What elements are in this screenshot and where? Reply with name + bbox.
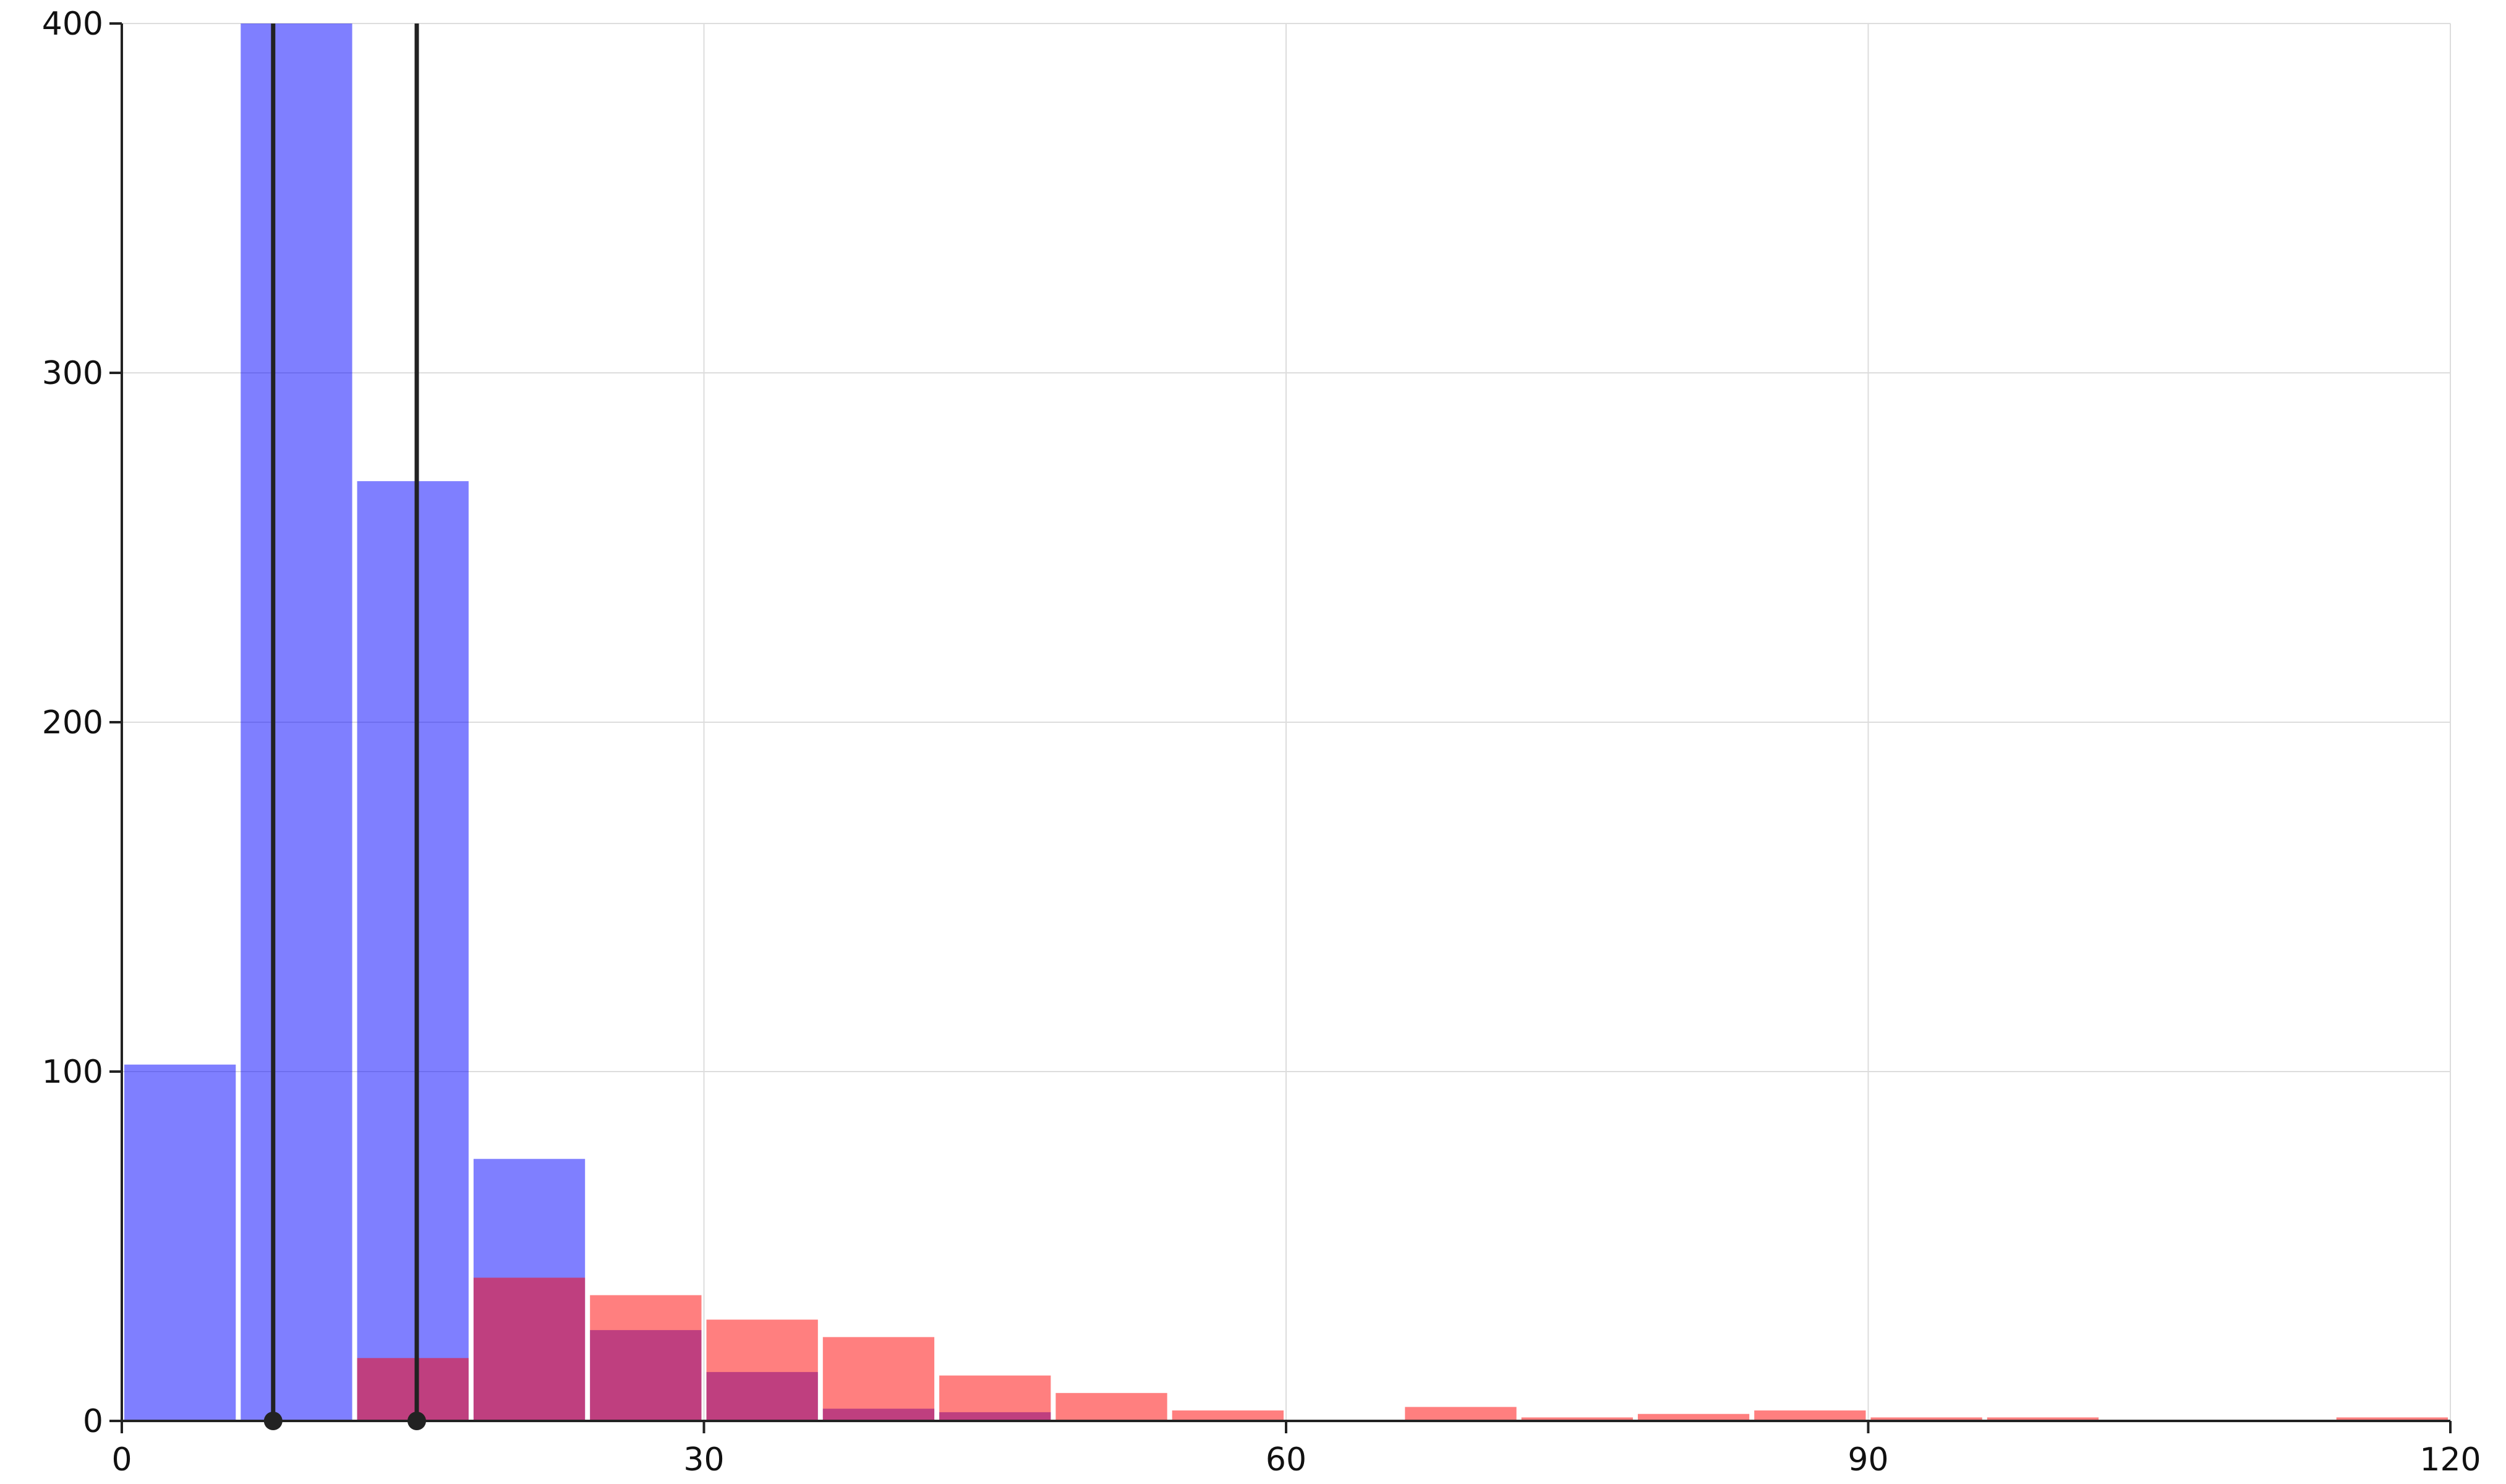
x-tick-label-1: 30 <box>683 1441 724 1478</box>
bar-series1-bin6 <box>1055 1392 1167 1421</box>
grid <box>121 23 2451 1422</box>
bar-series0-bin1 <box>241 23 352 1421</box>
y-tick-label-4: 400 <box>42 6 103 43</box>
bar-series1-bin11 <box>1754 1410 1866 1421</box>
y-tick-label-3: 300 <box>42 355 103 392</box>
bar-series1-bin3 <box>706 1320 818 1421</box>
bars <box>124 23 2448 1421</box>
bar-series0-bin2 <box>357 481 469 1421</box>
y-tick-label-1: 100 <box>42 1054 103 1091</box>
reference-marker-1 <box>407 1412 427 1430</box>
bar-series1-bin5 <box>939 1375 1051 1421</box>
y-tick-label-2: 200 <box>42 704 103 741</box>
x-tick-label-0: 0 <box>111 1441 132 1478</box>
bar-series1-bin0 <box>357 1358 469 1421</box>
bar-series0-bin0 <box>124 1064 236 1421</box>
reference-marker-0 <box>263 1412 283 1430</box>
bar-series1-bin2 <box>590 1295 702 1421</box>
x-tick-label-4: 120 <box>2419 1441 2481 1478</box>
bar-series1-bin9 <box>1521 1417 1633 1421</box>
bar-series1-bin13 <box>1987 1417 2099 1421</box>
x-tick-label-2: 60 <box>1266 1441 1306 1478</box>
y-tick-label-0: 0 <box>83 1403 103 1440</box>
bar-series1-bin7 <box>1172 1410 1284 1421</box>
bar-series1-bin10 <box>1637 1414 1750 1421</box>
bar-series1-bin4 <box>822 1337 935 1421</box>
bar-series1-bin14 <box>2336 1417 2448 1421</box>
bar-series1-bin1 <box>473 1277 586 1421</box>
axes <box>109 22 2452 1433</box>
x-tick-label-3: 90 <box>1848 1441 1888 1478</box>
reference-lines <box>263 23 427 1430</box>
bar-series1-bin12 <box>1870 1417 1982 1421</box>
tick-labels: 0 30 60 90 120 0 100 200 300 400 <box>42 6 2481 1478</box>
bar-series1-bin8 <box>1405 1407 1517 1421</box>
